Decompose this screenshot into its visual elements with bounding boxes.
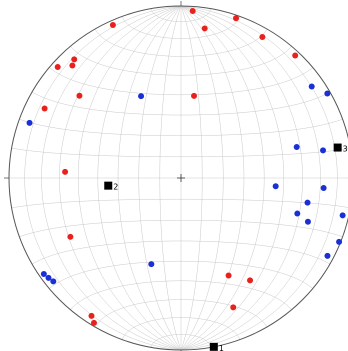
principal-axis-marker bbox=[333, 143, 342, 152]
blue-data-point bbox=[294, 210, 301, 217]
principal-axis-label: 2 bbox=[113, 183, 118, 192]
red-data-point bbox=[201, 25, 208, 32]
red-data-point bbox=[90, 319, 97, 326]
grid-small-circle bbox=[94, 299, 268, 328]
red-data-point bbox=[109, 22, 116, 29]
grid-small-circle bbox=[70, 280, 292, 310]
principal-axis-label: 1 bbox=[219, 344, 224, 351]
blue-data-point bbox=[50, 278, 57, 285]
data-points: 1 2 3 bbox=[26, 7, 348, 351]
principal-axis-marker bbox=[209, 342, 218, 351]
blue-data-point bbox=[308, 83, 315, 90]
red-data-point bbox=[230, 304, 237, 311]
grid-small-circle bbox=[49, 260, 313, 289]
blue-data-point bbox=[148, 261, 155, 268]
stereonet-grid bbox=[9, 5, 348, 351]
blue-data-point bbox=[324, 252, 331, 259]
blue-data-point bbox=[272, 183, 279, 190]
red-data-point bbox=[54, 63, 61, 70]
red-data-point bbox=[247, 277, 254, 284]
grid-small-circle bbox=[121, 16, 241, 39]
blue-data-point bbox=[138, 93, 145, 100]
blue-data-point bbox=[320, 184, 327, 191]
grid-small-circle bbox=[19, 118, 343, 137]
red-data-point bbox=[225, 272, 232, 279]
blue-data-point bbox=[304, 218, 311, 225]
grid-small-circle bbox=[150, 334, 212, 348]
red-data-point bbox=[191, 92, 198, 99]
blue-data-point bbox=[339, 212, 346, 219]
blue-data-point bbox=[40, 271, 47, 278]
red-data-point bbox=[76, 92, 83, 99]
red-data-point bbox=[233, 15, 240, 22]
red-data-point bbox=[41, 105, 48, 112]
grid-small-circle bbox=[11, 147, 348, 158]
blue-data-point bbox=[324, 90, 331, 97]
grid-small-circle bbox=[19, 219, 343, 238]
blue-data-point bbox=[45, 274, 52, 281]
center-cross-icon bbox=[177, 174, 185, 182]
grid-small-circle bbox=[70, 46, 292, 76]
grid-small-circle bbox=[49, 67, 313, 96]
grid-small-circle bbox=[31, 91, 331, 116]
blue-data-point bbox=[293, 143, 300, 150]
blue-data-point bbox=[26, 119, 33, 126]
grid-small-circle bbox=[150, 8, 212, 22]
red-data-point bbox=[71, 56, 78, 63]
red-data-point bbox=[62, 168, 69, 175]
grid-small-circle bbox=[94, 28, 268, 57]
red-data-point bbox=[69, 62, 76, 69]
grid-small-circle bbox=[11, 198, 348, 209]
red-data-point bbox=[259, 34, 266, 41]
red-data-point bbox=[189, 7, 196, 14]
red-data-point bbox=[88, 312, 95, 319]
red-data-point bbox=[67, 233, 74, 240]
blue-data-point bbox=[336, 238, 343, 245]
principal-axis-marker bbox=[104, 181, 113, 190]
grid-small-circle bbox=[31, 240, 331, 265]
principal-axis-label: 3 bbox=[343, 145, 348, 154]
grid-small-circle bbox=[121, 317, 241, 340]
red-data-point bbox=[292, 52, 299, 59]
blue-data-point bbox=[304, 199, 311, 206]
blue-data-point bbox=[320, 147, 327, 154]
